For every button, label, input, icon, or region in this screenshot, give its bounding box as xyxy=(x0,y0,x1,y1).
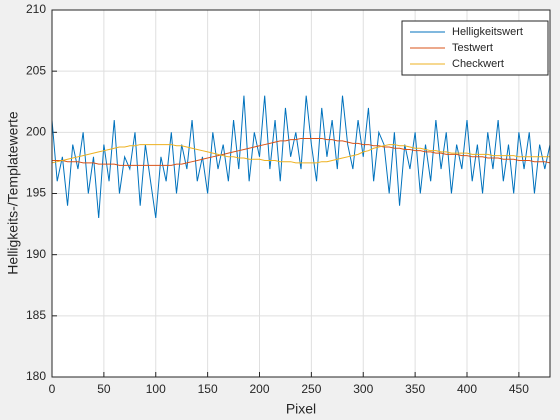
y-tick-label: 210 xyxy=(26,2,46,16)
axes-box xyxy=(51,9,551,378)
x-axis-label: Pixel xyxy=(286,401,316,417)
legend-label: Testwert xyxy=(452,42,493,54)
y-tick-label: 190 xyxy=(26,247,46,261)
data-line xyxy=(52,137,551,166)
legend-label: Checkwert xyxy=(452,58,504,70)
x-tick-label: 100 xyxy=(146,382,166,396)
x-tick-label: 450 xyxy=(509,382,529,396)
y-tick-label: 205 xyxy=(26,63,46,77)
x-tick-label: 200 xyxy=(249,382,269,396)
y-tick-label: 185 xyxy=(26,308,46,322)
legend-label: Helligkeitswert xyxy=(452,26,523,38)
x-tick-label: 250 xyxy=(301,382,321,396)
y-tick-label: 200 xyxy=(26,125,46,139)
y-tick-label: 195 xyxy=(26,186,46,200)
x-tick-label: 50 xyxy=(97,382,111,396)
x-tick-label: 300 xyxy=(353,382,373,396)
x-tick-label: 0 xyxy=(49,382,56,396)
y-tick-label: 180 xyxy=(26,369,46,383)
y-axis-label: Helligkeits-/Templatewerte xyxy=(5,111,21,275)
data-line xyxy=(51,144,550,164)
x-tick-label: 400 xyxy=(457,382,477,396)
x-tick-label: 150 xyxy=(198,382,218,396)
x-tick-label: 350 xyxy=(405,382,425,396)
data-line xyxy=(51,95,551,219)
